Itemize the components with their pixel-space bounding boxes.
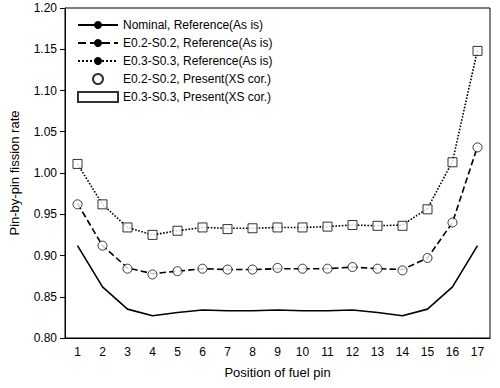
svg-text:17: 17: [471, 345, 485, 359]
svg-text:16: 16: [446, 345, 460, 359]
svg-text:E0.3-S0.3, Present(XS cor.): E0.3-S0.3, Present(XS cor.): [123, 90, 271, 104]
svg-text:4: 4: [149, 345, 156, 359]
svg-text:1.10: 1.10: [34, 84, 58, 98]
svg-text:9: 9: [274, 345, 281, 359]
svg-text:8: 8: [249, 345, 256, 359]
svg-text:15: 15: [421, 345, 435, 359]
svg-text:E0.2-S0.2, Present(XS cor.): E0.2-S0.2, Present(XS cor.): [123, 72, 271, 86]
svg-text:14: 14: [396, 345, 410, 359]
svg-text:0.80: 0.80: [34, 331, 58, 345]
svg-text:5: 5: [174, 345, 181, 359]
svg-text:3: 3: [124, 345, 131, 359]
svg-text:10: 10: [296, 345, 310, 359]
svg-text:Position of fuel pin: Position of fuel pin: [224, 365, 330, 380]
svg-text:E0.2-S0.2, Reference(As is): E0.2-S0.2, Reference(As is): [123, 36, 272, 50]
svg-text:0.85: 0.85: [34, 290, 58, 304]
svg-text:1: 1: [74, 345, 81, 359]
svg-text:11: 11: [321, 345, 334, 359]
svg-text:0.95: 0.95: [34, 207, 58, 221]
svg-text:6: 6: [199, 345, 206, 359]
svg-text:2: 2: [99, 345, 106, 359]
svg-text:7: 7: [224, 345, 231, 359]
svg-text:Pin-by-pin fission rate: Pin-by-pin fission rate: [7, 111, 22, 236]
svg-text:1.05: 1.05: [34, 125, 58, 139]
svg-text:1.20: 1.20: [34, 1, 58, 15]
svg-text:0.90: 0.90: [34, 249, 58, 263]
svg-text:13: 13: [371, 345, 385, 359]
svg-text:Nominal, Reference(As is): Nominal, Reference(As is): [123, 18, 263, 32]
svg-text:12: 12: [346, 345, 360, 359]
svg-text:1.00: 1.00: [34, 166, 58, 180]
svg-text:1.15: 1.15: [34, 42, 58, 56]
svg-text:E0.3-S0.3, Reference(As is): E0.3-S0.3, Reference(As is): [123, 54, 272, 68]
